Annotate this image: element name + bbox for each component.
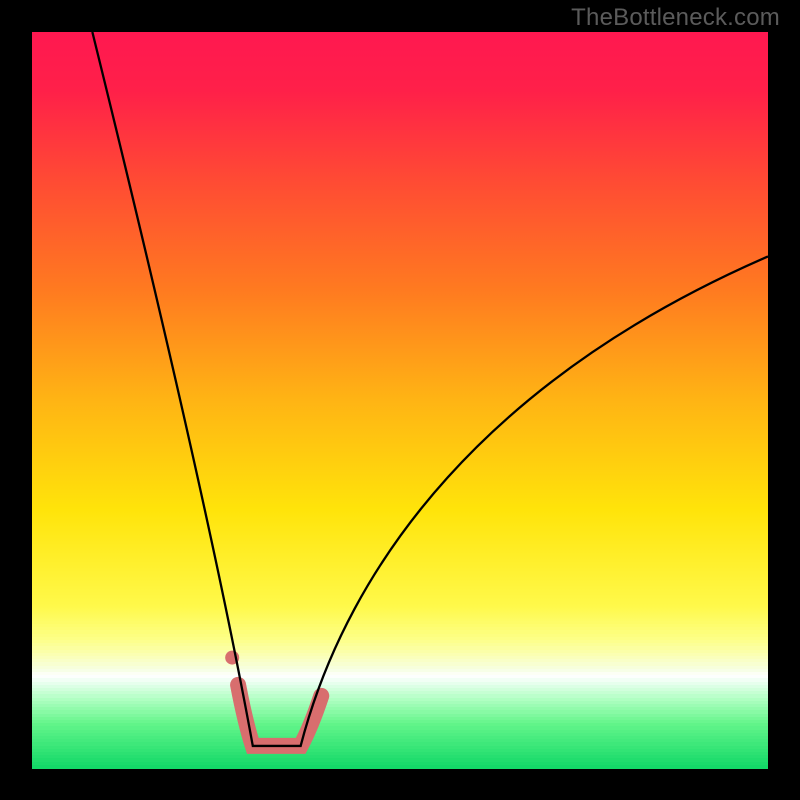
- figure-root: TheBottleneck.com: [0, 0, 800, 800]
- bottleneck-curve: [92, 32, 768, 746]
- curve-overlay: [0, 0, 800, 800]
- watermark-text: TheBottleneck.com: [571, 4, 780, 32]
